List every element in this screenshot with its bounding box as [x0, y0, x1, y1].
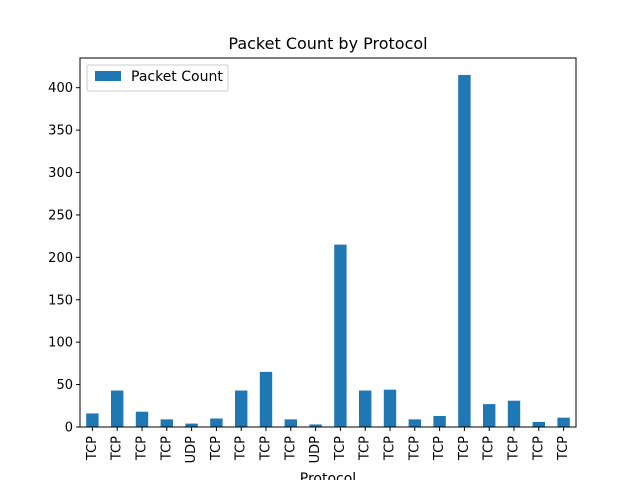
x-tick-label: TCP — [482, 436, 497, 461]
y-tick-label: 400 — [48, 81, 73, 96]
bar — [235, 390, 248, 427]
bar — [408, 419, 421, 427]
bar — [185, 423, 198, 427]
y-tick-label: 200 — [48, 251, 73, 266]
bar — [135, 411, 149, 427]
x-tick-label: TCP — [85, 436, 100, 461]
y-axis: 0 50 100 150 200 250 300 350 400 — [48, 81, 80, 436]
x-tick-label: TCP — [333, 436, 348, 461]
x-tick-label: TCP — [358, 436, 373, 461]
y-tick-label: 100 — [48, 336, 73, 351]
bar — [111, 390, 124, 427]
bars-group — [86, 74, 570, 427]
x-tick-label: TCP — [159, 436, 174, 461]
bar — [334, 244, 347, 427]
x-tick-label: TCP — [457, 436, 472, 461]
x-tick-label: TCP — [209, 436, 224, 461]
y-tick-label: 50 — [56, 378, 73, 393]
bar — [210, 418, 223, 427]
bar — [433, 415, 446, 427]
x-tick-label: TCP — [432, 436, 447, 461]
x-axis-label: Protocol — [300, 471, 356, 480]
bar — [483, 404, 496, 427]
y-tick-label: 350 — [48, 124, 73, 139]
legend-label: Packet Count — [131, 69, 223, 85]
x-tick-label: TCP — [556, 436, 571, 461]
bar — [383, 389, 397, 427]
bar — [532, 421, 545, 427]
legend-box — [86, 64, 229, 92]
bar — [86, 413, 99, 427]
x-tick-label: TCP — [531, 436, 546, 461]
y-tick-label: 0 — [65, 421, 73, 436]
x-tick-label: UDP — [184, 436, 199, 464]
x-tick-label: TCP — [407, 436, 422, 461]
x-tick-label: TCP — [135, 436, 150, 461]
y-tick-label: 250 — [48, 208, 73, 223]
bar — [557, 417, 570, 427]
x-tick-label: TCP — [234, 436, 249, 461]
bar — [458, 74, 471, 427]
y-tick-label: 300 — [48, 166, 73, 181]
x-tick-label: TCP — [110, 436, 125, 461]
x-tick-label: TCP — [283, 436, 298, 461]
x-tick-label: TCP — [507, 436, 522, 461]
legend-swatch — [95, 71, 121, 81]
bar — [284, 419, 297, 427]
y-tick-label: 150 — [48, 293, 73, 308]
bar — [507, 400, 521, 427]
x-tick-label: TCP — [383, 436, 398, 461]
chart-title: Packet Count by Protocol — [228, 34, 427, 53]
plot-frame — [79, 57, 577, 428]
legend: Packet Count — [86, 64, 229, 92]
bar — [359, 390, 372, 427]
bar — [160, 419, 173, 427]
x-tick-label: TCP — [259, 436, 274, 461]
x-axis: TCP TCP TCP TCP UDP TCP TCP TCP TCP UDP TCP TCP TCP T… — [85, 427, 571, 463]
x-tick-label: UDP — [308, 436, 323, 464]
bar — [259, 371, 273, 427]
bar — [309, 424, 322, 427]
